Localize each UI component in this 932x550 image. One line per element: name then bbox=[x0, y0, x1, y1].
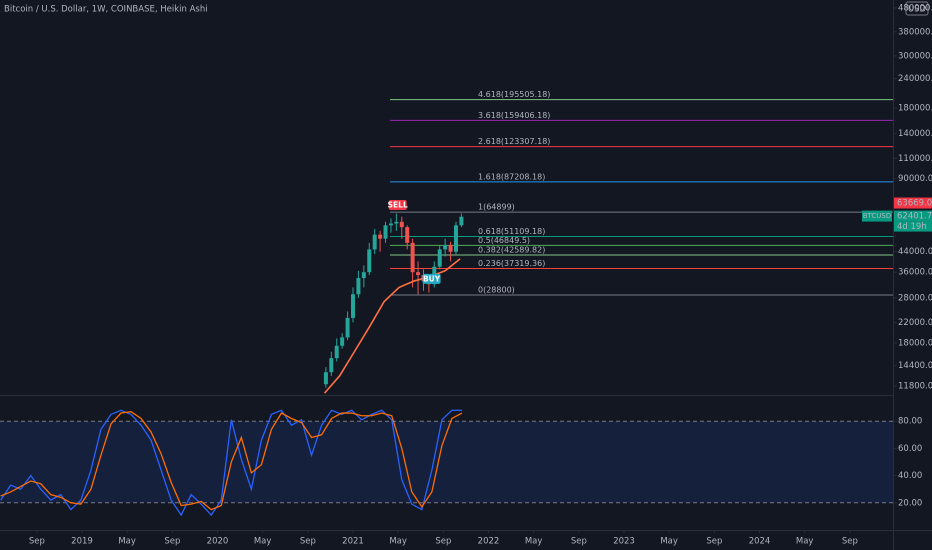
y-tick-label: 90000.00 bbox=[898, 174, 932, 184]
x-tick-label: May bbox=[796, 537, 814, 547]
candle-body bbox=[459, 216, 464, 226]
candle-body bbox=[410, 242, 415, 273]
fib-label: 0.382(42589.82) bbox=[478, 246, 545, 255]
x-tick-label: Sep bbox=[435, 537, 451, 547]
y-tick-label: 110000.00 bbox=[898, 154, 932, 164]
candle-body bbox=[388, 223, 393, 226]
candle-body bbox=[340, 337, 345, 346]
chart-title: Bitcoin / U.S. Dollar, 1W, COINBASE, Hei… bbox=[4, 5, 208, 15]
x-tick-label: 2024 bbox=[749, 537, 771, 547]
candle-body bbox=[383, 225, 388, 239]
symbol-bg bbox=[862, 210, 892, 222]
x-tick-label: Sep bbox=[29, 537, 45, 547]
candle-body bbox=[399, 221, 404, 228]
y-tick-label: 480000.00 bbox=[898, 3, 932, 13]
price-label: 63669.03 bbox=[897, 199, 932, 209]
indicator-line bbox=[0, 411, 463, 511]
candle-body bbox=[350, 294, 355, 318]
signal-label: BUY bbox=[423, 274, 441, 283]
y-tick-label: 140000.00 bbox=[898, 129, 932, 139]
candle-body bbox=[443, 244, 448, 250]
candle-body bbox=[329, 358, 334, 373]
fib-label: 1(64899) bbox=[478, 203, 515, 212]
candle-body bbox=[437, 249, 442, 267]
y-tick-label: 11800.00 bbox=[898, 381, 932, 391]
fib-label: 0.618(51109.18) bbox=[478, 227, 545, 236]
currency-box[interactable] bbox=[905, 1, 929, 16]
y-tick-label: 300000.00 bbox=[898, 51, 932, 61]
y-tick-label: 22000.00 bbox=[898, 318, 932, 328]
symbol-label: BTCUSD bbox=[863, 212, 892, 220]
countdown-bg bbox=[894, 221, 932, 232]
price-label: 62401.71 bbox=[897, 212, 932, 222]
y-tick-label: 14400.00 bbox=[898, 361, 932, 371]
candle-body bbox=[361, 272, 366, 279]
y-tick-label: 60.00 bbox=[898, 444, 922, 454]
y-tick-label: 240000.00 bbox=[898, 74, 932, 84]
price-label-bg bbox=[894, 197, 932, 209]
x-tick-label: May bbox=[660, 537, 678, 547]
y-tick-label: 80.00 bbox=[898, 417, 922, 427]
x-tick-label: Sep bbox=[706, 537, 722, 547]
x-tick-label: 2023 bbox=[613, 537, 635, 547]
candle-body bbox=[367, 249, 372, 273]
signal-badge bbox=[422, 273, 441, 284]
x-tick-label: Sep bbox=[571, 537, 587, 547]
candle-body bbox=[416, 272, 421, 276]
x-tick-label: 2020 bbox=[207, 537, 229, 547]
candle-body bbox=[334, 345, 339, 359]
candle-body bbox=[378, 234, 383, 239]
x-tick-label: 2022 bbox=[478, 537, 500, 547]
signal-badge bbox=[388, 199, 407, 210]
countdown-label: 4d 19h bbox=[897, 222, 927, 232]
fib-label: 0(28800) bbox=[478, 285, 515, 294]
fib-label: 0.236(37319.36) bbox=[478, 259, 545, 268]
y-tick-label: 36000.00 bbox=[898, 268, 932, 278]
signal-label: SELL bbox=[388, 200, 408, 209]
candle-body bbox=[394, 221, 399, 224]
candle-body bbox=[323, 372, 328, 385]
x-tick-label: May bbox=[525, 537, 543, 547]
candle-body bbox=[345, 317, 350, 338]
y-tick-label: 40.00 bbox=[898, 471, 922, 481]
fib-label: 1.618(87208.18) bbox=[478, 172, 545, 181]
candle-body bbox=[356, 278, 361, 295]
x-tick-label: May bbox=[254, 537, 272, 547]
y-tick-label: 380000.00 bbox=[898, 27, 932, 37]
x-tick-label: May bbox=[389, 537, 407, 547]
x-tick-label: 2019 bbox=[71, 537, 93, 547]
fib-label: 4.618(195505.18) bbox=[478, 90, 550, 99]
candle-body bbox=[372, 234, 377, 250]
currency-label[interactable]: USD bbox=[908, 5, 927, 15]
candle-body bbox=[448, 244, 453, 252]
y-tick-label: 20.00 bbox=[898, 498, 922, 508]
fib-label: 0.5(46849.5) bbox=[478, 236, 530, 245]
y-tick-label: 18000.00 bbox=[898, 338, 932, 348]
x-tick-label: Sep bbox=[164, 537, 180, 547]
candle-body bbox=[453, 225, 458, 252]
y-tick-label: 44000.00 bbox=[898, 247, 932, 257]
candle-body bbox=[405, 227, 410, 243]
fib-label: 3.618(159406.18) bbox=[478, 111, 550, 120]
x-tick-label: 2021 bbox=[342, 537, 364, 547]
fib-label: 2.618(123307.18) bbox=[478, 137, 550, 146]
x-tick-label: Sep bbox=[842, 537, 858, 547]
x-tick-label: May bbox=[118, 537, 136, 547]
x-tick-label: Sep bbox=[300, 537, 316, 547]
y-tick-label: 28000.00 bbox=[898, 293, 932, 303]
ema-line bbox=[323, 258, 461, 394]
y-tick-label: 180000.00 bbox=[898, 104, 932, 114]
price-label-bg bbox=[894, 210, 932, 222]
